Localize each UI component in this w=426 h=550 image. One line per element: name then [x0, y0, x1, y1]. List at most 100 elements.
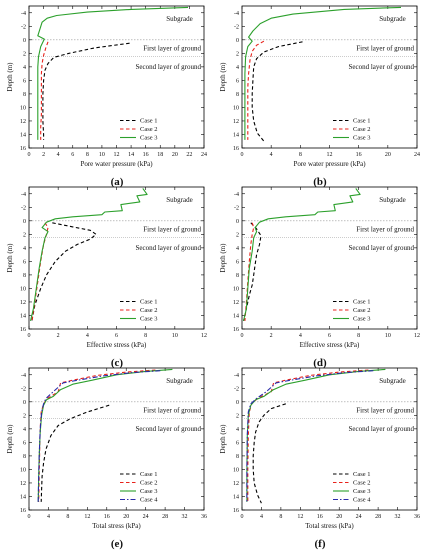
- x-axis-label: Effective stress (kPa): [87, 341, 147, 349]
- y-tick-label: 14: [233, 313, 239, 319]
- y-tick-label: 14: [20, 132, 26, 138]
- y-tick-label: 4: [23, 246, 26, 252]
- panel-label: (a): [111, 176, 124, 188]
- y-tick-label: 16: [20, 508, 26, 514]
- x-tick-label: 2: [57, 333, 60, 339]
- legend-entry: Case 2: [140, 480, 158, 487]
- y-tick-label: -4: [234, 373, 239, 379]
- plot-frame: [28, 5, 205, 149]
- layer-annotation: Second layer of ground: [135, 244, 201, 252]
- x-tick-label: 4: [260, 514, 263, 520]
- y-tick-label: 10: [233, 467, 239, 473]
- x-tick-label: 8: [299, 152, 302, 158]
- y-tick-label: 14: [20, 313, 26, 319]
- series-line-case-1: [242, 222, 262, 322]
- x-tick-label: 6: [71, 152, 74, 158]
- x-tick-label: 4: [299, 333, 302, 339]
- legend-entry: Case 2: [353, 126, 371, 133]
- legend-entry: Case 1: [140, 118, 158, 125]
- y-tick-label: 14: [233, 494, 239, 500]
- layer-annotation: First layer of ground: [356, 226, 414, 234]
- y-tick-label: 8: [23, 273, 26, 279]
- y-tick-label: 12: [20, 300, 26, 306]
- y-tick-label: -2: [21, 205, 26, 211]
- y-axis-label: Depth (m): [219, 424, 227, 454]
- y-tick-label: 6: [23, 259, 26, 265]
- y-tick-label: 6: [236, 78, 239, 84]
- y-tick-label: 10: [233, 286, 239, 292]
- x-tick-label: 24: [414, 152, 420, 158]
- y-tick-label: 16: [233, 327, 239, 333]
- y-tick-label: 4: [236, 246, 239, 252]
- x-tick-label: 0: [28, 514, 31, 520]
- y-tick-label: 0: [236, 219, 239, 225]
- y-tick-label: 16: [20, 146, 26, 152]
- legend-entry: Case 3: [353, 488, 371, 495]
- y-tick-label: 0: [23, 400, 26, 406]
- y-tick-label: 2: [23, 413, 26, 419]
- x-tick-label: 2: [42, 152, 45, 158]
- layer-annotation: Subgrade: [166, 377, 192, 385]
- y-tick-label: -4: [234, 192, 239, 198]
- y-tick-label: -4: [234, 11, 239, 17]
- legend-entry: Case 4: [140, 497, 158, 504]
- x-tick-label: 16: [356, 152, 362, 158]
- x-tick-label: 12: [297, 514, 303, 520]
- x-tick-label: 12: [414, 333, 420, 339]
- y-tick-label: 10: [233, 105, 239, 111]
- y-tick-label: 4: [236, 65, 239, 71]
- x-tick-label: 8: [279, 514, 282, 520]
- layer-annotation: Subgrade: [379, 377, 405, 385]
- x-tick-label: 0: [241, 152, 244, 158]
- x-tick-label: 20: [385, 152, 391, 158]
- layer-annotation: First layer of ground: [143, 226, 201, 234]
- y-tick-label: 16: [233, 508, 239, 514]
- y-tick-label: 0: [23, 219, 26, 225]
- x-tick-label: 28: [162, 514, 168, 520]
- y-tick-label: 0: [236, 400, 239, 406]
- x-tick-label: 20: [172, 152, 178, 158]
- plot-frame: [28, 186, 205, 330]
- layer-annotation: First layer of ground: [356, 407, 414, 415]
- x-tick-label: 22: [186, 152, 192, 158]
- series-line-case-2: [247, 40, 265, 140]
- x-tick-label: 18: [157, 152, 163, 158]
- y-tick-label: -4: [21, 373, 26, 379]
- y-axis-label: Depth (m): [219, 243, 227, 273]
- panel-a: (a) 0 2 4 6 8 10 12 14 16 18 20 22 24-4-202468101214…: [6, 5, 207, 188]
- plot-frame: [241, 367, 418, 511]
- x-axis-label: Pore water pressure (kPa): [293, 160, 366, 168]
- x-tick-label: 0: [241, 333, 244, 339]
- x-axis-label: Effective stress (kPa): [300, 341, 360, 349]
- y-tick-label: 0: [23, 38, 26, 44]
- layer-annotation: Second layer of ground: [348, 244, 414, 252]
- legend-entry: Case 3: [140, 488, 158, 495]
- y-axis-label: Depth (m): [219, 62, 227, 92]
- y-tick-label: 4: [236, 427, 239, 433]
- y-tick-label: 6: [236, 440, 239, 446]
- x-tick-label: 20: [336, 514, 342, 520]
- x-tick-label: 8: [357, 333, 360, 339]
- y-axis-label: Depth (m): [6, 424, 14, 454]
- x-tick-label: 8: [86, 152, 89, 158]
- panel-f: (f) 0 4 8 12 16 20 24 28 32 36-4-20246810121416To…: [219, 367, 420, 550]
- y-tick-label: 0: [236, 38, 239, 44]
- panel-label: (d): [313, 357, 327, 369]
- legend-entry: Case 2: [140, 126, 158, 133]
- x-tick-label: 28: [375, 514, 381, 520]
- x-tick-label: 6: [328, 333, 331, 339]
- plot-frame: [241, 5, 418, 149]
- panel-label: (f): [315, 538, 326, 550]
- series-line-case-4: [37, 370, 161, 502]
- y-tick-label: 12: [20, 119, 26, 125]
- y-tick-label: -2: [234, 24, 239, 30]
- y-tick-label: 8: [23, 92, 26, 98]
- x-tick-label: 32: [395, 514, 401, 520]
- layer-annotation: Second layer of ground: [135, 425, 201, 433]
- x-tick-label: 32: [182, 514, 188, 520]
- layer-annotation: Second layer of ground: [135, 63, 201, 71]
- series-line-case-2: [247, 369, 369, 502]
- y-tick-label: 16: [233, 146, 239, 152]
- x-tick-label: 12: [114, 152, 120, 158]
- x-tick-label: 4: [270, 152, 273, 158]
